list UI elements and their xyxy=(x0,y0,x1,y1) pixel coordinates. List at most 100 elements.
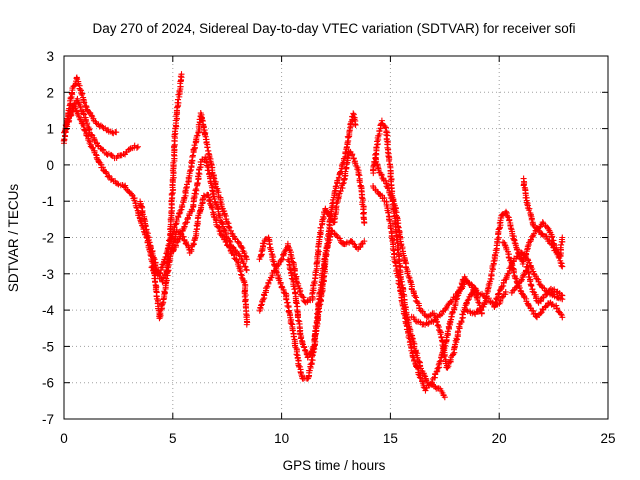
data-point-marker xyxy=(559,234,566,241)
series-track-l xyxy=(372,155,479,371)
x-tick-label: 0 xyxy=(60,431,68,446)
data-point-marker xyxy=(420,384,427,391)
data-point-marker xyxy=(416,374,423,381)
data-point-marker xyxy=(361,219,368,226)
data-point-marker xyxy=(525,207,532,214)
data-point-marker xyxy=(390,198,397,205)
data-point-marker xyxy=(293,307,300,314)
y-tick-label: 3 xyxy=(46,49,54,64)
data-point-marker xyxy=(473,287,480,294)
data-point-marker xyxy=(317,224,324,231)
data-point-marker xyxy=(428,379,435,386)
axis-ticks: 0 5 10 15 20 25 -7 -6 -5 -4 -3 -2 -1 0 1 2 3 xyxy=(42,49,616,446)
data-point-marker xyxy=(73,107,80,114)
data-point-marker xyxy=(459,311,466,318)
data-point-marker xyxy=(386,217,393,224)
data-point-marker xyxy=(143,229,150,236)
data-point-marker xyxy=(226,224,233,231)
data-point-marker xyxy=(489,263,496,270)
data-point-marker xyxy=(291,286,298,293)
data-point-marker xyxy=(502,288,509,295)
data-point-marker xyxy=(496,290,503,297)
data-point-marker xyxy=(174,104,181,111)
data-point-marker xyxy=(455,328,462,335)
data-point-marker xyxy=(299,340,306,347)
y-axis-label: SDTVAR / TECUs xyxy=(6,184,21,293)
data-point-marker xyxy=(441,394,448,401)
data-point-marker xyxy=(79,90,86,97)
data-point-marker xyxy=(200,122,207,129)
data-point-marker xyxy=(88,112,95,119)
data-point-marker xyxy=(524,246,531,253)
data-point-marker xyxy=(153,267,160,274)
data-point-marker xyxy=(188,246,195,253)
data-point-marker xyxy=(205,192,212,199)
data-point-marker xyxy=(81,127,88,134)
data-point-marker xyxy=(553,289,560,296)
data-point-marker xyxy=(299,293,306,300)
data-point-marker xyxy=(243,267,250,274)
y-tick-label: -6 xyxy=(42,376,54,391)
x-tick-label: 25 xyxy=(600,431,615,446)
data-point-marker xyxy=(67,113,74,120)
data-point-marker xyxy=(241,252,248,259)
data-point-marker xyxy=(199,117,206,124)
data-point-marker xyxy=(421,372,428,379)
data-point-marker xyxy=(384,132,391,139)
data-point-marker xyxy=(409,353,416,360)
data-point-marker xyxy=(531,271,538,278)
data-point-marker xyxy=(189,152,196,159)
series-track-c xyxy=(65,103,251,328)
data-point-marker xyxy=(297,291,304,298)
data-point-marker xyxy=(327,231,334,238)
data-point-marker xyxy=(440,345,447,352)
data-point-marker xyxy=(438,334,445,341)
data-point-marker xyxy=(527,278,534,285)
data-point-marker xyxy=(242,298,249,305)
data-point-marker xyxy=(504,213,511,220)
data-point-marker xyxy=(458,318,465,325)
data-point-marker xyxy=(163,266,170,273)
data-point-marker xyxy=(383,180,390,187)
data-point-marker xyxy=(114,180,121,187)
data-point-marker xyxy=(81,99,88,106)
data-point-marker xyxy=(289,275,296,282)
data-point-marker xyxy=(518,277,525,284)
data-point-marker xyxy=(415,371,422,378)
series-track-k xyxy=(370,183,485,394)
data-point-marker xyxy=(514,283,521,290)
data-point-marker xyxy=(240,260,247,267)
data-point-marker xyxy=(285,308,292,315)
data-point-marker xyxy=(331,188,338,195)
data-point-marker xyxy=(92,151,99,158)
data-point-marker xyxy=(501,241,508,248)
data-point-marker xyxy=(236,267,243,274)
data-point-marker xyxy=(260,296,267,303)
data-point-marker xyxy=(204,144,211,151)
data-point-marker xyxy=(332,183,339,190)
data-point-marker xyxy=(350,110,357,117)
data-point-marker xyxy=(295,317,302,324)
data-point-marker xyxy=(389,197,396,204)
data-point-marker xyxy=(74,110,81,117)
data-point-marker xyxy=(486,298,493,305)
data-point-marker xyxy=(314,310,321,317)
data-point-marker xyxy=(351,159,358,166)
data-point-marker xyxy=(441,353,448,360)
series-track-o xyxy=(499,239,566,321)
data-point-marker xyxy=(278,255,285,262)
data-point-marker xyxy=(384,185,391,192)
data-point-marker xyxy=(178,71,185,78)
data-point-marker xyxy=(378,117,385,124)
data-point-marker xyxy=(463,306,470,313)
y-tick-label: -1 xyxy=(42,194,54,209)
y-tick-label: -2 xyxy=(42,231,54,246)
series-track-h xyxy=(256,148,368,314)
data-point-marker xyxy=(315,300,322,307)
data-point-marker xyxy=(228,230,235,237)
data-point-marker xyxy=(524,201,531,208)
data-point-marker xyxy=(496,220,503,227)
data-point-marker xyxy=(356,179,363,186)
data-point-marker xyxy=(460,281,467,288)
data-point-marker xyxy=(433,368,440,375)
